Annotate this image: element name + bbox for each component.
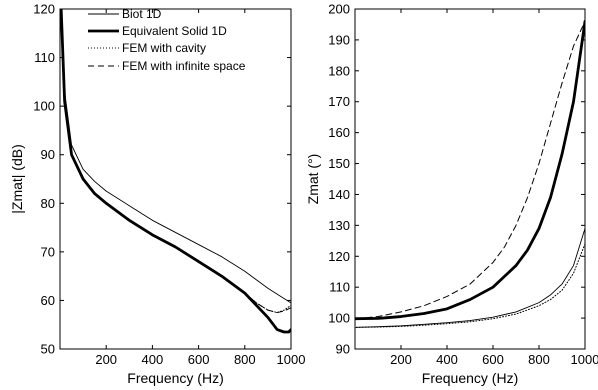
legend-label: Biot 1D (122, 7, 162, 21)
series-line-dashed (355, 20, 585, 320)
y-tick-label: 180 (328, 63, 350, 78)
y-tick-label: 80 (41, 196, 55, 211)
legend-label: Equivalent Solid 1D (122, 24, 227, 38)
x-tick-label: 200 (390, 352, 412, 367)
y-tick-label: 120 (328, 249, 350, 264)
y-tick-label: 110 (329, 280, 350, 295)
right-phase-plot: 200 400 600 800 1000 90 100 110 120 130 140 150 160 1… (305, 2, 598, 387)
y-axis-label: |Zmat| (dB) (9, 144, 25, 214)
x-tick-label: 1000 (277, 352, 306, 367)
y-tick-label: 150 (328, 156, 350, 171)
series-line-thin-solid (60, 9, 291, 304)
y-tick-label: 90 (41, 147, 55, 162)
y-tick-label: 160 (328, 125, 350, 140)
y-tick-label: 50 (41, 342, 55, 357)
y-axis-label: Zmat (°) (305, 154, 321, 205)
legend-label: FEM with cavity (122, 41, 206, 55)
series-line-thin-solid (355, 228, 585, 328)
y-tick-label: 70 (41, 244, 55, 259)
x-axis-label: Frequency (Hz) (127, 370, 223, 386)
y-tick-label: 60 (41, 293, 55, 308)
y-tick-label: 120 (33, 2, 55, 17)
y-tick-label: 200 (328, 2, 350, 17)
legend-label: FEM with infinite space (122, 59, 246, 73)
x-tick-label: 400 (142, 352, 164, 367)
legend: Biot 1D Equivalent Solid 1D FEM with cavit… (88, 7, 246, 73)
series-line-dotted (355, 243, 585, 328)
series-line-thick-solid (60, 9, 291, 334)
series-line-dashed (60, 9, 291, 314)
y-tick-label: 110 (34, 50, 55, 65)
x-tick-label: 800 (528, 352, 550, 367)
y-tick-label: 170 (328, 94, 350, 109)
y-tick-label: 140 (328, 187, 350, 202)
y-tick-label: 100 (328, 311, 350, 326)
y-tick-label: 190 (328, 32, 350, 47)
y-tick-label: 90 (336, 342, 350, 357)
series-line-dotted (60, 9, 291, 314)
y-tick-label: 100 (33, 99, 55, 114)
axes-frame (59, 8, 292, 350)
x-axis-label: Frequency (Hz) (422, 370, 518, 386)
series-line-thick-solid (355, 19, 585, 321)
x-tick-label: 400 (436, 352, 458, 367)
y-tick-label: 130 (328, 218, 350, 233)
x-tick-label: 1000 (571, 352, 598, 367)
x-tick-label: 600 (482, 352, 504, 367)
x-tick-label: 600 (188, 352, 210, 367)
left-magnitude-plot: 200 400 600 800 1000 50 60 70 80 90 100 110 120 Frequ… (9, 2, 305, 387)
x-tick-label: 200 (95, 352, 117, 367)
x-tick-label: 800 (234, 352, 256, 367)
axes-frame (354, 8, 586, 350)
